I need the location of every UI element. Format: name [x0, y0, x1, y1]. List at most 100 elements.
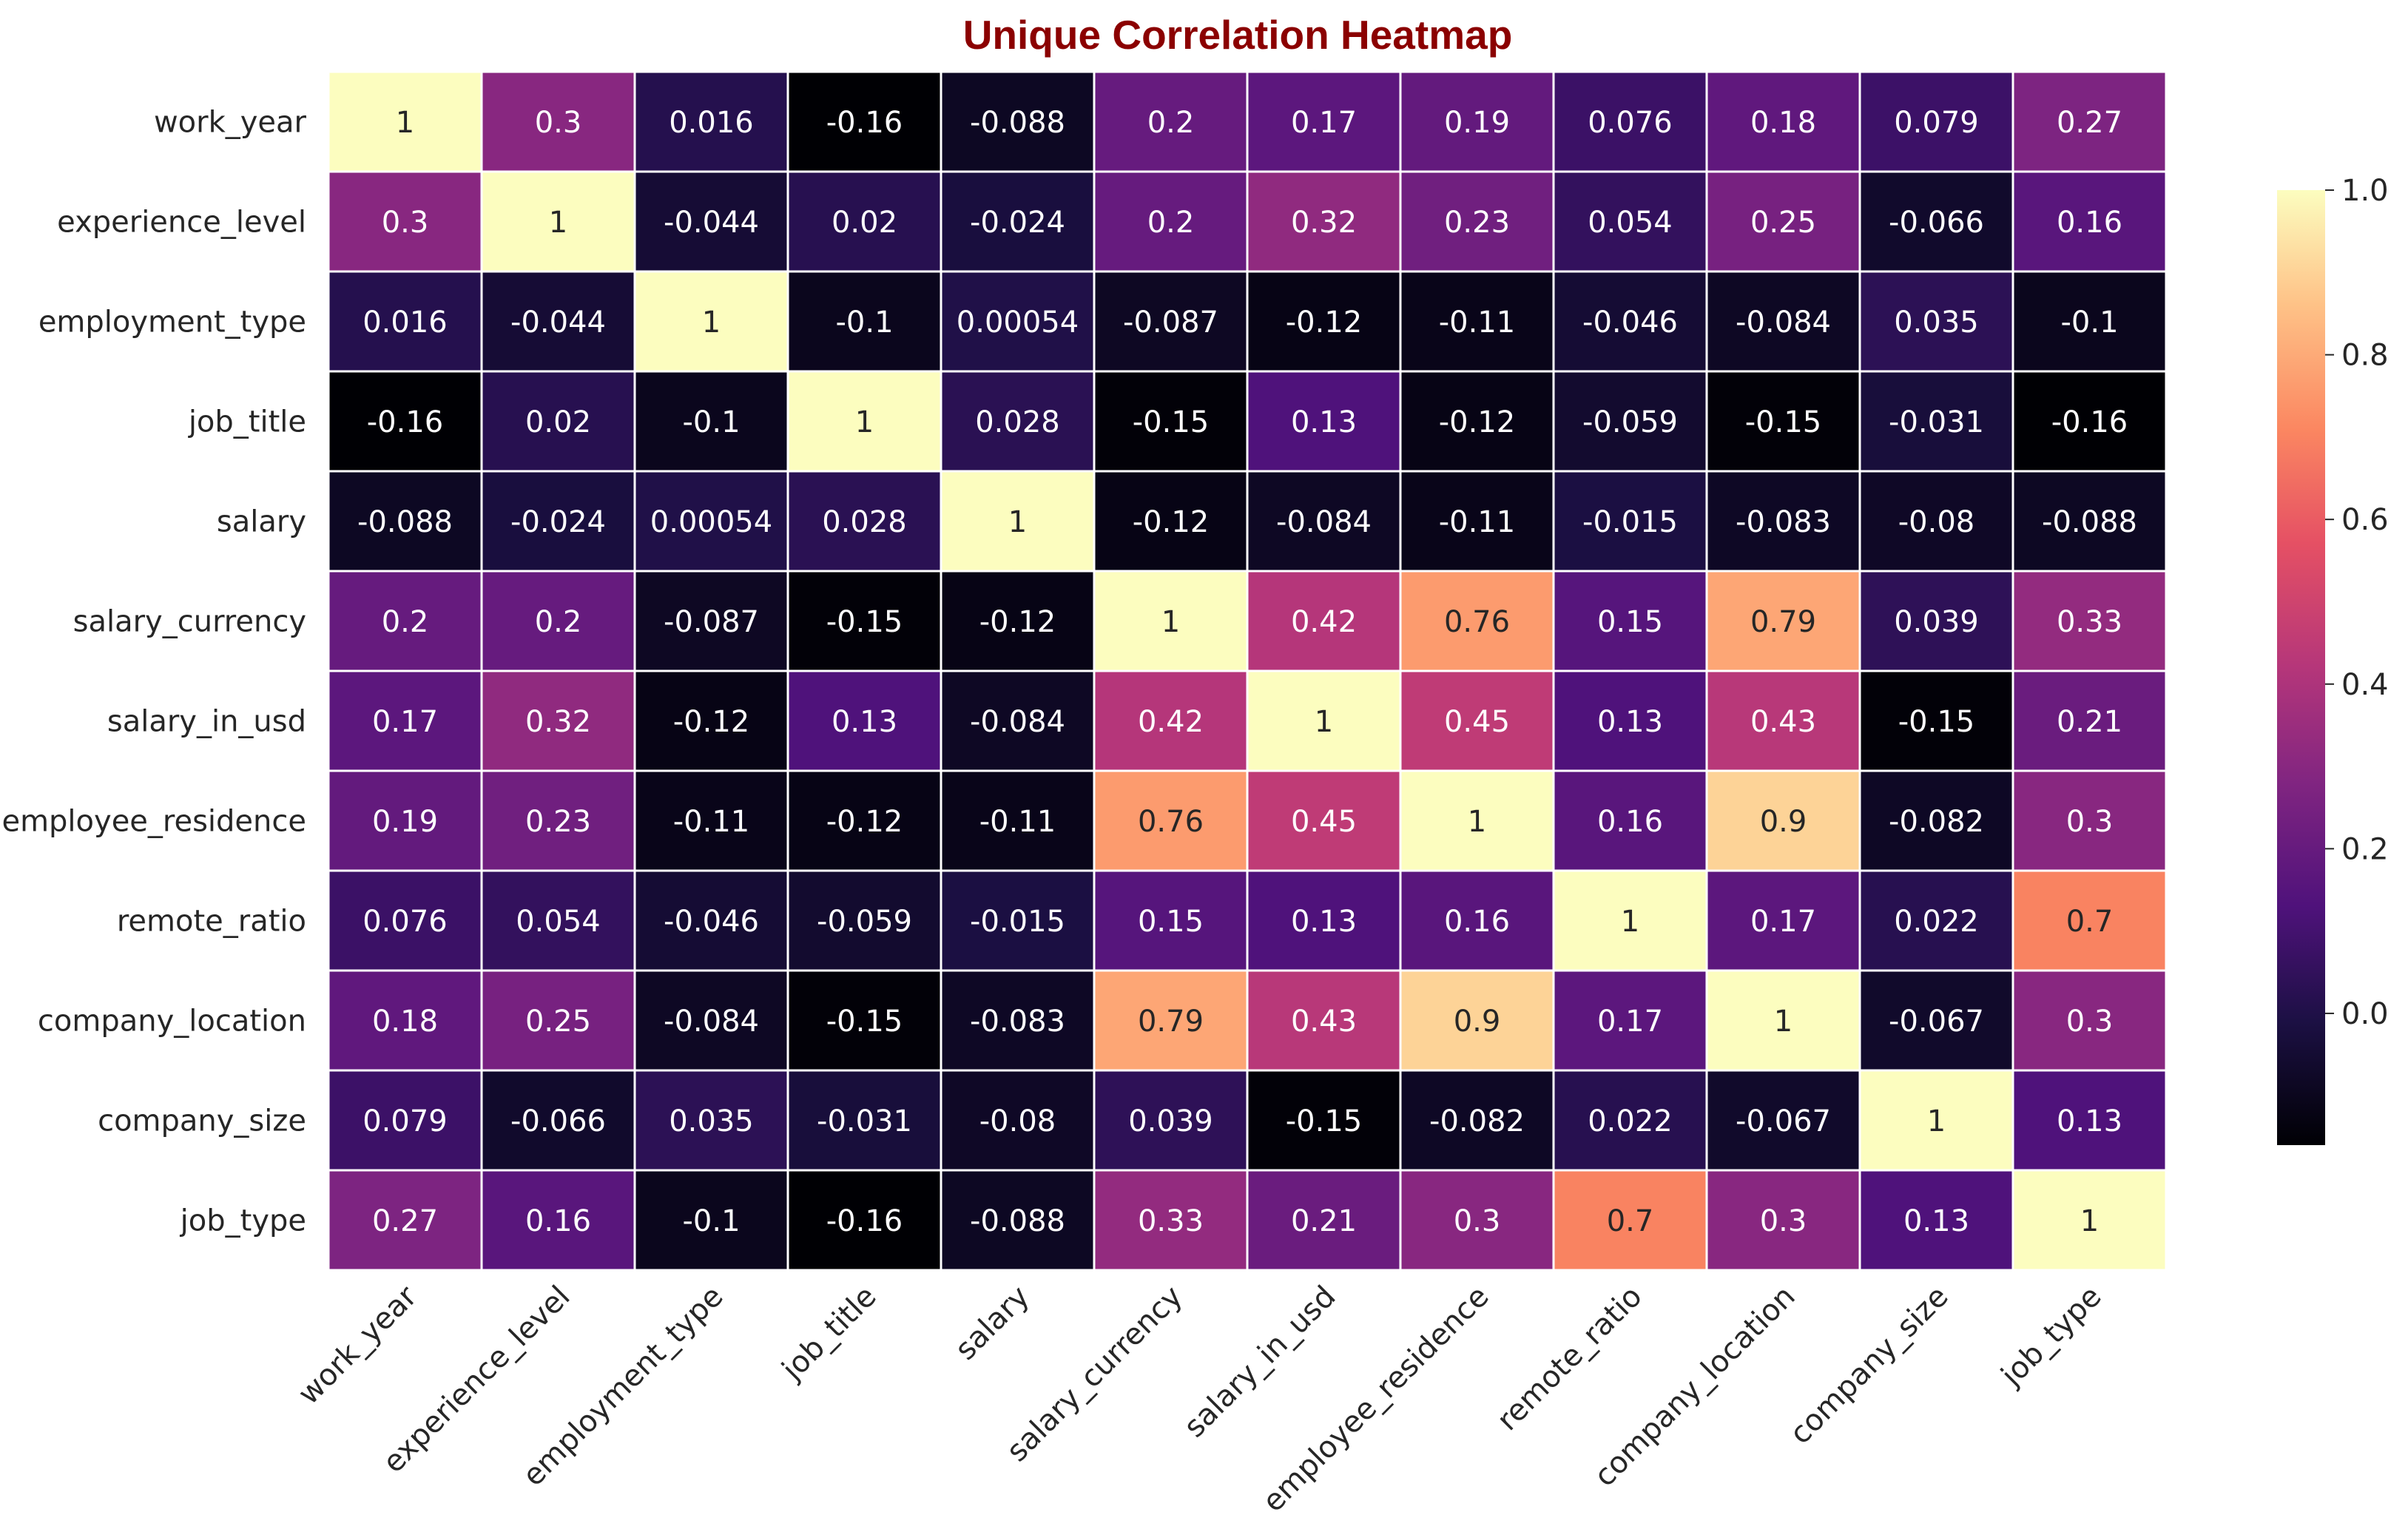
cell-value-label: -0.16 — [826, 1204, 903, 1238]
cell-value-label: 0.02 — [832, 206, 897, 240]
cell-value-label: -0.15 — [1898, 705, 1975, 739]
heatmap-cell-company_size-employment_type — [633, 1069, 789, 1172]
cell-value-label: -0.024 — [510, 505, 606, 539]
colorbar: 0.0 0.2 0.4 0.6 0.8 1.0 — [2277, 174, 2389, 1145]
cell-value-label: 0.3 — [2066, 805, 2114, 839]
heatmap-cell-salary_in_usd-remote_ratio — [1552, 669, 1708, 772]
cell-value-label: 1 — [1774, 1005, 1792, 1039]
heatmap-cell-experience_level-job_type — [2011, 170, 2168, 273]
heatmap-cell-salary-experience_level — [480, 470, 636, 573]
heatmap-cells — [327, 70, 2168, 1272]
heatmap-cell-work_year-employment_type — [633, 70, 789, 173]
y-tick-label-employee_residence: employee_residence — [1, 805, 306, 839]
heatmap-cell-salary-work_year — [327, 470, 483, 573]
cell-value-label: -0.084 — [664, 1005, 759, 1039]
cell-value-label: 0.054 — [516, 905, 601, 939]
cell-value-label: 0.18 — [1750, 106, 1816, 140]
heatmap-cell-employment_type-experience_level — [480, 270, 636, 373]
y-tick-label-salary_in_usd: salary_in_usd — [107, 705, 306, 739]
cell-value-label: 0.45 — [1444, 705, 1510, 739]
cell-value-label: -0.015 — [1582, 505, 1678, 539]
heatmap-cell-salary_in_usd-employee_residence — [1399, 669, 1555, 772]
cell-value-label: -0.067 — [1889, 1005, 1984, 1039]
cell-value-label: -0.044 — [510, 306, 606, 340]
cell-value-label: 0.3 — [1454, 1204, 1501, 1238]
cell-value-label: -0.067 — [1736, 1104, 1831, 1138]
cell-value-label: -0.024 — [970, 206, 1065, 240]
cell-value-label: 0.23 — [1444, 206, 1510, 240]
cell-value-label: 1 — [2080, 1204, 2099, 1238]
cell-value-label: 0.016 — [669, 106, 754, 140]
cell-value-label: 0.21 — [2057, 705, 2122, 739]
cell-value-label: -0.16 — [367, 405, 444, 439]
cell-value-label: 0.16 — [2057, 206, 2122, 240]
heatmap-cell-remote_ratio-job_title — [786, 869, 942, 972]
heatmap-cell-employment_type-salary_in_usd — [1246, 270, 1402, 373]
cell-value-label: 0.19 — [372, 805, 438, 839]
cell-value-label: 0.19 — [1444, 106, 1510, 140]
heatmap-cell-employee_residence-employment_type — [633, 769, 789, 872]
heatmap-cell-salary-salary_in_usd — [1246, 470, 1402, 573]
cell-value-label: 0.7 — [2066, 905, 2114, 939]
heatmap-cell-work_year-company_location — [1705, 70, 1861, 173]
y-axis-tick-labels: work_year experience_level employment_type… — [1, 106, 306, 1238]
cell-value-label: 0.45 — [1291, 805, 1357, 839]
heatmap-cell-work_year-experience_level — [480, 70, 636, 173]
cell-value-label: -0.059 — [1582, 405, 1678, 439]
heatmap-cell-job_title-experience_level — [480, 370, 636, 473]
cell-value-label: 0.035 — [669, 1104, 754, 1138]
heatmap-cell-job_title-employee_residence — [1399, 370, 1555, 473]
cell-value-label: 0.079 — [1894, 106, 1979, 140]
cell-value-label: 0.2 — [1147, 206, 1195, 240]
cell-value-label: -0.084 — [970, 705, 1065, 739]
cell-value-label: 0.17 — [372, 705, 438, 739]
cell-value-label: 0.13 — [1291, 405, 1357, 439]
cell-value-label: -0.12 — [1286, 306, 1363, 340]
heatmap-cell-remote_ratio-company_size — [1858, 869, 2014, 972]
cell-value-label: 1 — [1008, 505, 1027, 539]
heatmap-cell-employee_residence-work_year — [327, 769, 483, 872]
heatmap-cell-job_type-employment_type — [633, 1169, 789, 1272]
heatmap-cell-salary_currency-experience_level — [480, 570, 636, 672]
cell-value-label: -0.15 — [1133, 405, 1210, 439]
cell-value-label: -0.088 — [2042, 505, 2137, 539]
heatmap-cell-company_size-work_year — [327, 1069, 483, 1172]
heatmap-cell-experience_level-remote_ratio — [1552, 170, 1708, 273]
heatmap-cell-salary_in_usd-work_year — [327, 669, 483, 772]
heatmap-cell-job_title-salary_in_usd — [1246, 370, 1402, 473]
heatmap-cell-company_size-job_type — [2011, 1069, 2168, 1172]
heatmap-cell-experience_level-job_title — [786, 170, 942, 273]
heatmap-cell-work_year-remote_ratio — [1552, 70, 1708, 173]
cell-value-label: 0.054 — [1588, 206, 1673, 240]
cell-value-label: 0.15 — [1138, 905, 1204, 939]
heatmap-cell-salary_in_usd-salary_in_usd — [1246, 669, 1402, 772]
cell-value-label: 0.028 — [975, 405, 1060, 439]
cell-value-label: 0.2 — [1147, 106, 1195, 140]
heatmap-cell-job_type-job_title — [786, 1169, 942, 1272]
cell-value-label: 1 — [1927, 1104, 1946, 1138]
cell-value-label: 1 — [1161, 605, 1180, 639]
cell-value-label: 0.13 — [1597, 705, 1663, 739]
colorbar-tick-label: 0.6 — [2341, 503, 2389, 537]
cell-value-label: -0.15 — [826, 1005, 903, 1039]
heatmap-cell-work_year-work_year — [327, 70, 483, 173]
cell-value-label: 0.13 — [1291, 905, 1357, 939]
y-tick-label-work_year: work_year — [154, 106, 307, 140]
cell-value-label: 0.16 — [1597, 805, 1663, 839]
cell-value-label: -0.16 — [2051, 405, 2128, 439]
cell-value-label: -0.15 — [1286, 1104, 1363, 1138]
heatmap-cell-employee_residence-salary — [940, 769, 1096, 872]
heatmap-cell-experience_level-work_year — [327, 170, 483, 273]
cell-value-label: 0.76 — [1138, 805, 1204, 839]
cell-value-label: 0.27 — [372, 1204, 438, 1238]
cell-value-label: -0.087 — [664, 605, 759, 639]
cell-value-label: 0.79 — [1138, 1005, 1204, 1039]
heatmap-cell-salary-company_location — [1705, 470, 1861, 573]
cell-value-label: -0.12 — [979, 605, 1056, 639]
heatmap-cell-job_title-employment_type — [633, 370, 789, 473]
cell-value-label: 1 — [549, 206, 567, 240]
cell-value-label: 0.17 — [1291, 106, 1357, 140]
y-tick-label-salary: salary — [217, 505, 306, 539]
